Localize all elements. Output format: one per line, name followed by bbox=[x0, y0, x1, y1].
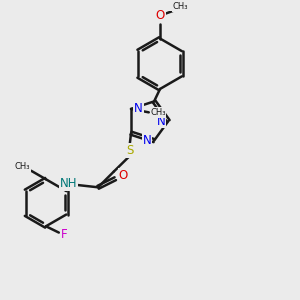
Text: S: S bbox=[126, 144, 133, 158]
Text: N: N bbox=[142, 134, 151, 147]
Text: O: O bbox=[119, 169, 128, 182]
Text: CH₃: CH₃ bbox=[172, 2, 188, 11]
Text: NH: NH bbox=[59, 177, 77, 190]
Text: F: F bbox=[61, 228, 68, 242]
Text: CH₃: CH₃ bbox=[15, 162, 30, 171]
Text: N: N bbox=[134, 102, 142, 116]
Text: CH₃: CH₃ bbox=[150, 108, 166, 117]
Text: N: N bbox=[157, 115, 166, 128]
Text: O: O bbox=[155, 9, 165, 22]
